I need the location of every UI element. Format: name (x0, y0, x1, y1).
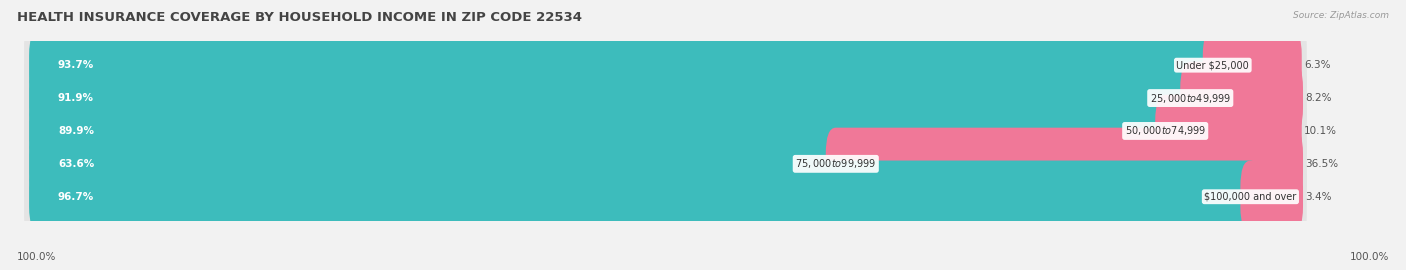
Text: Source: ZipAtlas.com: Source: ZipAtlas.com (1294, 11, 1389, 20)
Text: $75,000 to $99,999: $75,000 to $99,999 (796, 157, 876, 170)
FancyBboxPatch shape (24, 9, 1306, 122)
FancyBboxPatch shape (1156, 95, 1302, 167)
Text: 91.9%: 91.9% (58, 93, 94, 103)
FancyBboxPatch shape (30, 62, 1201, 134)
FancyBboxPatch shape (1180, 62, 1303, 134)
Text: 36.5%: 36.5% (1306, 159, 1339, 169)
FancyBboxPatch shape (30, 95, 1175, 167)
Text: 100.0%: 100.0% (1350, 252, 1389, 262)
FancyBboxPatch shape (30, 161, 1260, 233)
Text: 63.6%: 63.6% (58, 159, 94, 169)
Text: $100,000 and over: $100,000 and over (1205, 192, 1296, 202)
Text: 8.2%: 8.2% (1306, 93, 1331, 103)
FancyBboxPatch shape (24, 74, 1306, 188)
Text: 89.9%: 89.9% (58, 126, 94, 136)
Text: HEALTH INSURANCE COVERAGE BY HOUSEHOLD INCOME IN ZIP CODE 22534: HEALTH INSURANCE COVERAGE BY HOUSEHOLD I… (17, 11, 582, 24)
Text: 6.3%: 6.3% (1305, 60, 1330, 70)
Text: 100.0%: 100.0% (17, 252, 56, 262)
FancyBboxPatch shape (24, 107, 1306, 220)
FancyBboxPatch shape (24, 140, 1306, 253)
Text: 3.4%: 3.4% (1306, 192, 1331, 202)
FancyBboxPatch shape (30, 29, 1223, 101)
Text: $50,000 to $74,999: $50,000 to $74,999 (1125, 124, 1206, 137)
Text: 96.7%: 96.7% (58, 192, 94, 202)
FancyBboxPatch shape (1202, 29, 1302, 101)
Text: $25,000 to $49,999: $25,000 to $49,999 (1150, 92, 1230, 104)
Text: Under $25,000: Under $25,000 (1177, 60, 1249, 70)
FancyBboxPatch shape (1240, 161, 1303, 233)
Text: 10.1%: 10.1% (1305, 126, 1337, 136)
FancyBboxPatch shape (24, 42, 1306, 155)
Text: 93.7%: 93.7% (58, 60, 94, 70)
FancyBboxPatch shape (825, 128, 1303, 200)
FancyBboxPatch shape (30, 128, 846, 200)
